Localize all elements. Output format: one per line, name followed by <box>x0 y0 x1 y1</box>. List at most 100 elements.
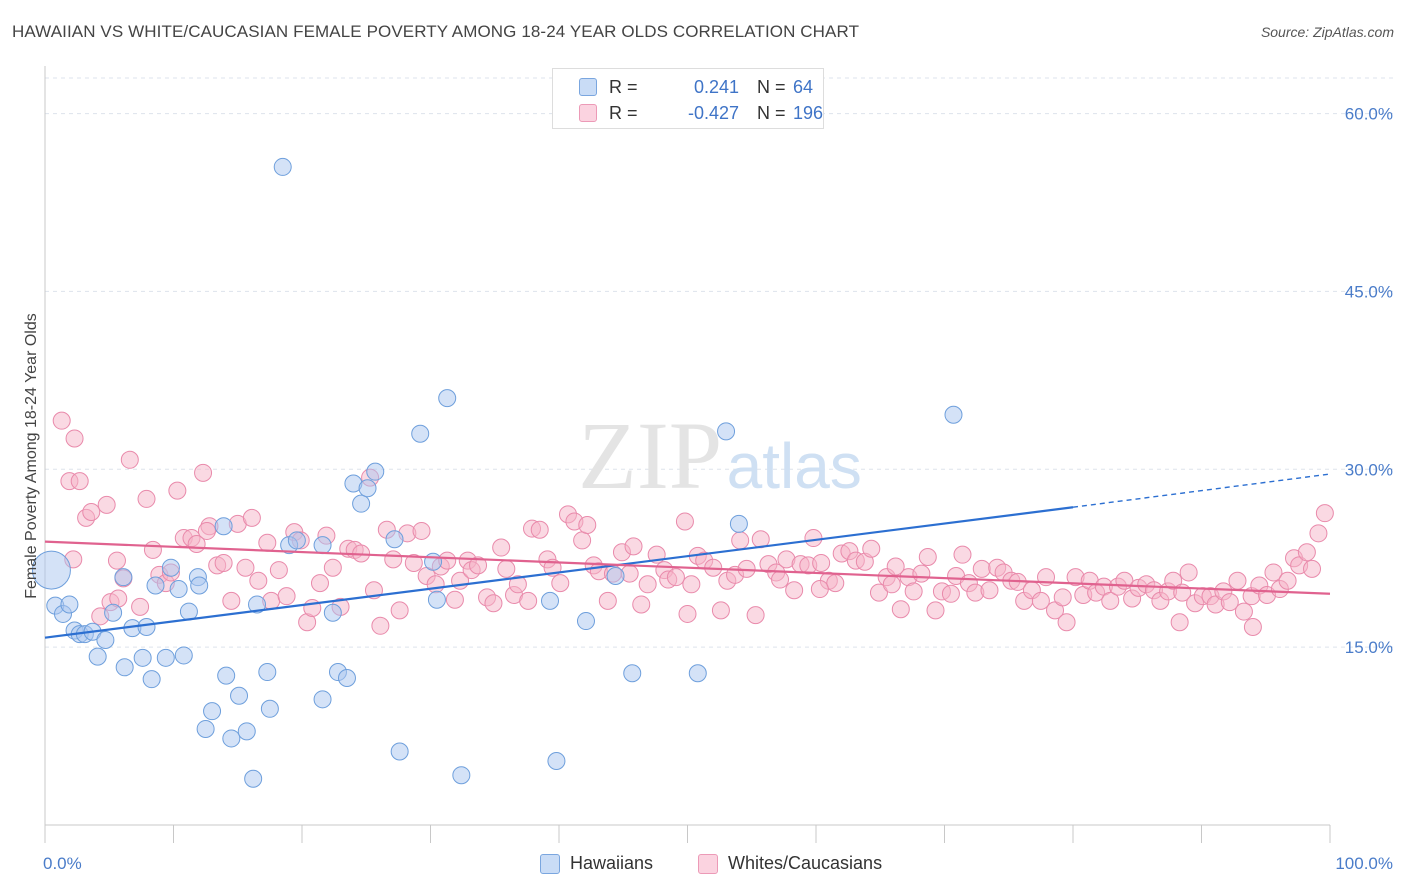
whites-point <box>1303 559 1322 578</box>
whites-point <box>953 545 972 564</box>
hawaiians-point <box>313 536 332 555</box>
whites-point <box>404 553 423 572</box>
whites-point <box>82 502 101 521</box>
whites-point <box>551 574 570 593</box>
whites-point <box>869 583 888 602</box>
whites-point <box>65 429 84 448</box>
whites-point <box>666 568 685 587</box>
whites-point <box>249 571 268 590</box>
whites-point <box>912 564 931 583</box>
whites-point <box>197 521 216 540</box>
whites-point <box>120 450 139 469</box>
hawaiians-point <box>260 699 279 718</box>
whites-point <box>598 591 617 610</box>
hawaiians-point <box>179 602 198 621</box>
whites-point <box>1234 602 1253 621</box>
y-tick-label: 15.0% <box>1345 638 1393 657</box>
hawaiians-point <box>88 647 107 666</box>
hawaiians-point <box>452 766 471 785</box>
hawaiians-point <box>411 424 430 443</box>
axes <box>44 66 1331 843</box>
whites-point <box>1170 613 1189 632</box>
hawaiians-points <box>31 157 963 788</box>
hawaiians-point <box>104 603 123 622</box>
whites-point <box>904 582 923 601</box>
chart-title: HAWAIIAN VS WHITE/CAUCASIAN FEMALE POVER… <box>12 22 860 41</box>
hawaiians-point <box>576 612 595 631</box>
whites-point <box>384 550 403 569</box>
watermark: ZIP atlas <box>578 402 862 509</box>
whites-point <box>131 597 150 616</box>
hawaiians-point <box>156 648 175 667</box>
hawaiians-point <box>222 729 241 748</box>
whites-point <box>804 529 823 548</box>
whites-point <box>1309 524 1328 543</box>
whites-point <box>242 508 261 527</box>
x-tick-label: 0.0% <box>43 854 82 873</box>
hawaiians-point <box>390 742 409 761</box>
hawaiians-point <box>438 389 457 408</box>
bottom-legend-label: Hawaiians <box>570 853 654 873</box>
legend-swatch-blue <box>579 78 597 96</box>
hawaiians-point <box>606 567 625 585</box>
bottom-legend-swatch-pink <box>698 854 718 874</box>
whites-point <box>731 531 750 550</box>
hawaiians-point <box>688 664 707 683</box>
hawaiians-point <box>230 686 249 705</box>
whites-point <box>1220 593 1239 612</box>
whites-point <box>445 590 464 609</box>
whites-point <box>412 521 431 540</box>
whites-point <box>168 481 187 500</box>
hawaiians-trendline-extension <box>1072 473 1331 508</box>
hawaiians-point <box>190 576 209 595</box>
whites-point <box>624 537 643 556</box>
whites-point <box>1031 591 1050 610</box>
whites-point <box>269 561 288 580</box>
whites-point <box>1228 571 1247 590</box>
whites-point <box>891 600 910 619</box>
hawaiians-point <box>146 576 165 595</box>
hawaiians-point <box>96 631 115 650</box>
hawaiians-point <box>623 664 642 683</box>
whites-point <box>277 587 296 606</box>
legend-n-value: 64 <box>793 77 814 97</box>
hawaiians-point <box>169 580 188 599</box>
hawaiians-point <box>541 591 560 610</box>
correlation-legend: R = 0.241 N = 64 R = -0.427 N = 196 <box>552 68 824 129</box>
hawaiians-point <box>115 658 134 677</box>
hawaiians-point <box>427 590 446 609</box>
whites-point <box>886 557 905 576</box>
whites-point <box>484 594 503 613</box>
hawaiians-point <box>366 462 385 481</box>
watermark-atlas: atlas <box>727 430 862 502</box>
whites-point <box>222 591 241 610</box>
whites-point <box>1179 563 1198 582</box>
trendlines <box>44 473 1331 639</box>
whites-point <box>469 556 488 575</box>
hawaiians-point <box>337 668 356 687</box>
y-axis-label: Female Poverty Among 18-24 Year Olds <box>23 313 40 599</box>
whites-point <box>812 553 831 572</box>
hawaiians-point <box>424 552 443 571</box>
source-label: Source: ZipAtlas.com <box>1260 24 1394 40</box>
hawaiians-point <box>323 603 342 622</box>
whites-point <box>497 559 516 578</box>
whites-caucasians-points <box>52 411 1334 636</box>
whites-point <box>214 553 233 572</box>
hawaiians-point <box>237 722 256 741</box>
whites-point <box>310 574 329 593</box>
hawaiians-point <box>203 702 222 721</box>
hawaiians-point <box>729 514 748 533</box>
whites-point <box>323 558 342 577</box>
whites-point <box>771 570 790 589</box>
hawaiians-point <box>133 648 152 667</box>
legend-r-label: R = <box>609 77 638 97</box>
whites-point <box>918 548 937 567</box>
hawaiians-point <box>244 769 263 788</box>
hawaiians-point <box>31 550 71 590</box>
whites-point <box>1053 588 1072 607</box>
whites-point <box>980 581 999 600</box>
whites-point <box>258 533 277 552</box>
y-tick-label: 45.0% <box>1345 282 1393 301</box>
hawaiians-point <box>717 422 736 441</box>
